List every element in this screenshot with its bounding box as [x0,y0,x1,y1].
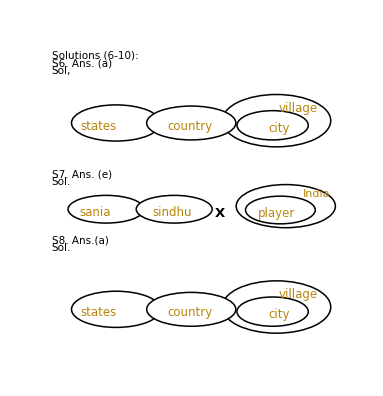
Text: S6. Ans. (a): S6. Ans. (a) [52,58,112,68]
Text: village: village [279,102,318,115]
Text: states: states [81,306,117,319]
Text: country: country [167,306,212,319]
Ellipse shape [237,297,308,326]
Text: Sol,: Sol, [52,66,71,76]
Text: country: country [167,120,212,133]
Text: sania: sania [79,206,111,219]
Text: X: X [215,207,225,219]
Ellipse shape [246,196,315,224]
Text: sindhu: sindhu [153,206,192,219]
Text: India: India [303,189,331,199]
Text: Solutions (6-10):: Solutions (6-10): [52,51,138,61]
Ellipse shape [147,106,236,140]
Text: states: states [81,120,117,133]
Text: S8. Ans.(a): S8. Ans.(a) [52,235,109,246]
Ellipse shape [68,195,144,223]
Text: Sol.: Sol. [52,243,71,253]
Text: city: city [268,308,290,321]
Ellipse shape [72,291,160,327]
Text: village: village [279,288,318,301]
Ellipse shape [222,281,331,333]
Ellipse shape [136,195,212,223]
Ellipse shape [222,95,331,147]
Ellipse shape [236,185,336,228]
Text: player: player [258,207,295,219]
Text: city: city [268,122,290,135]
Text: Sol.: Sol. [52,177,71,187]
Ellipse shape [147,292,236,326]
Ellipse shape [72,105,160,141]
Ellipse shape [237,110,308,140]
Text: S7. Ans. (e): S7. Ans. (e) [52,169,112,179]
